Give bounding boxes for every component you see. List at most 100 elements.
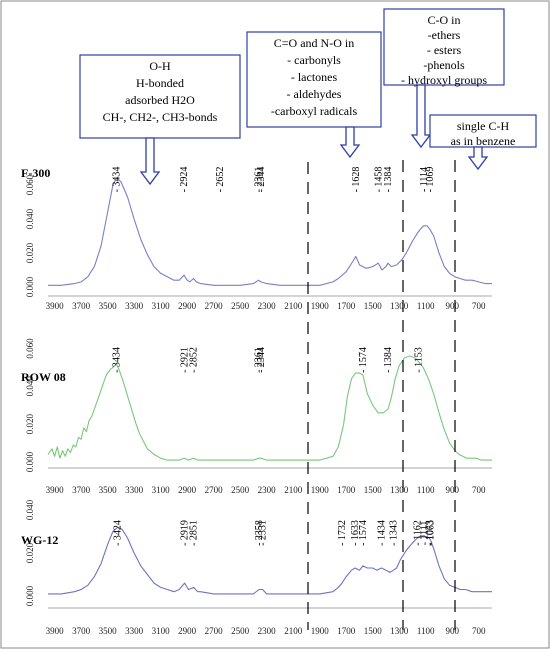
peak-label: - 2652 <box>215 167 226 193</box>
peak-label: - 1384 <box>383 347 394 373</box>
x-tick-label: 2900 <box>178 626 197 636</box>
x-tick-label: 3500 <box>99 301 118 311</box>
peak-label: - 1069 <box>425 167 436 193</box>
y-tick-label: 0.040 <box>25 376 35 397</box>
x-tick-label: 3300 <box>125 626 144 636</box>
x-tick-label: 700 <box>472 485 486 495</box>
annotation-box <box>246 31 382 128</box>
annotation-text: adsorbed H2O <box>125 93 195 107</box>
x-tick-label: 1500 <box>364 301 383 311</box>
assignment-annotations: O-H H-bonded adsorbed H2O CH-, CH2-, CH3-bo… <box>79 8 537 186</box>
peak-label: - 1732 <box>337 520 348 546</box>
x-tick-label: 1100 <box>417 626 435 636</box>
y-tick-label: 0.020 <box>25 542 35 563</box>
x-tick-label: 3700 <box>72 485 91 495</box>
x-tick-label: 1100 <box>417 485 435 495</box>
peak-label: - 1073 <box>424 520 435 546</box>
x-tick-label: 2300 <box>258 626 277 636</box>
spectrum-line <box>48 526 492 595</box>
x-tick-label: 900 <box>445 301 459 311</box>
peak-label: - 1153 <box>414 347 425 372</box>
annotation-text: C=O and N-O in <box>274 36 354 50</box>
x-tick-label: 2900 <box>178 301 197 311</box>
x-tick-label: 1300 <box>390 626 409 636</box>
annotation-text: - carbonyls <box>287 53 341 67</box>
annotation-text: CH-, CH2-, CH3-bonds <box>103 110 218 124</box>
annotation-co_no: C=O and N-O in - carbonyls - lactones - ald… <box>246 31 382 159</box>
sample-name: WG-12 <box>21 533 58 547</box>
x-tick-label: 3500 <box>99 626 118 636</box>
down-arrow-icon <box>339 126 361 159</box>
peak-label: - 2361 <box>254 167 265 193</box>
x-tick-label: 2900 <box>178 485 197 495</box>
spectra-panels: 3900 3700 3500 3300 3100 2900 2700 2500 2300 2100… <box>21 166 492 636</box>
y-tick-label: 0.000 <box>25 276 35 297</box>
peak-label: - 2358 <box>254 520 265 546</box>
x-tick-label: 2700 <box>205 626 224 636</box>
spectrum-line <box>48 177 492 286</box>
y-tick-label: 0.060 <box>25 174 35 195</box>
peak-label: - 2921 <box>179 347 190 373</box>
spectrum-line <box>47 355 492 461</box>
x-tick-label: 2300 <box>258 485 277 495</box>
x-tick-label: 3500 <box>99 485 118 495</box>
x-tick-label: 1300 <box>390 485 409 495</box>
x-tick-label: 3300 <box>125 485 144 495</box>
x-tick-label: 1900 <box>311 301 330 311</box>
band-divider-lines <box>307 160 456 630</box>
peak-label: - 1162 <box>413 520 424 545</box>
y-tick-label: 0.020 <box>25 414 35 435</box>
x-tick-label: 3100 <box>152 301 171 311</box>
annotation-text: - lactones <box>291 70 338 84</box>
x-tick-label: 3900 <box>46 301 65 311</box>
annotation-text: -carboxyl radicals <box>271 104 358 118</box>
x-tick-label: 3900 <box>46 485 65 495</box>
x-tick-label: 1700 <box>337 301 356 311</box>
peak-label: - 1633 <box>350 520 361 546</box>
peak-label: - 1063 <box>426 520 437 546</box>
annotation-box <box>383 8 505 86</box>
peak-label: - 3424 <box>113 520 124 546</box>
peak-label: - 1434 <box>376 520 387 546</box>
annotation-text: C-O in <box>428 13 461 27</box>
y-tick-label: 0.040 <box>25 499 35 520</box>
peak-label: - 1458 <box>373 167 384 193</box>
peak-label: - 3434 <box>111 347 122 373</box>
x-tick-label: 700 <box>472 301 486 311</box>
spectrum-panel-1: 3900 3700 3500 3300 3100 2900 2700 2500 2300 2100… <box>21 166 492 311</box>
x-tick-label: 3100 <box>152 485 171 495</box>
annotation-ch: single C-Has in benzene <box>429 114 537 171</box>
peak-label: - 1384 <box>383 167 394 193</box>
peak-label: - 2851 <box>189 520 200 546</box>
annotation-text: H-bonded <box>136 76 184 90</box>
x-tick-label: 1300 <box>390 301 409 311</box>
x-tick-label: 3700 <box>72 301 91 311</box>
x-tick-label: 2100 <box>284 485 303 495</box>
peak-label: - 2331 <box>258 520 269 546</box>
peak-label: - 2344 <box>256 347 267 373</box>
sample-name: F-300 <box>21 166 50 180</box>
annotation-text: as in benzene <box>451 134 516 148</box>
y-tick-label: 0.000 <box>25 451 35 472</box>
x-tick-label: 1700 <box>337 485 356 495</box>
x-tick-label: 3100 <box>152 626 171 636</box>
peak-label: - 2852 <box>189 347 200 373</box>
x-tick-label: 1700 <box>337 626 356 636</box>
x-tick-label: 1900 <box>311 626 330 636</box>
annotation-text: -ethers <box>428 28 461 42</box>
peak-label: - 2344 <box>256 167 267 193</box>
x-tick-label: 2300 <box>258 301 277 311</box>
peak-label: - 1114 <box>419 167 430 192</box>
peak-label: - 2924 <box>179 167 190 193</box>
x-tick-label: 900 <box>445 626 459 636</box>
peak-label: - 1628 <box>351 167 362 193</box>
x-tick-label: 2500 <box>231 626 250 636</box>
down-arrow-icon <box>467 146 489 171</box>
x-tick-label: 1500 <box>364 626 383 636</box>
peak-label: - 2919 <box>180 520 191 546</box>
annotation-text: - esters <box>427 43 462 57</box>
x-tick-label: 3300 <box>125 301 144 311</box>
x-tick-label: 2100 <box>284 301 303 311</box>
x-tick-label: 3900 <box>46 626 65 636</box>
